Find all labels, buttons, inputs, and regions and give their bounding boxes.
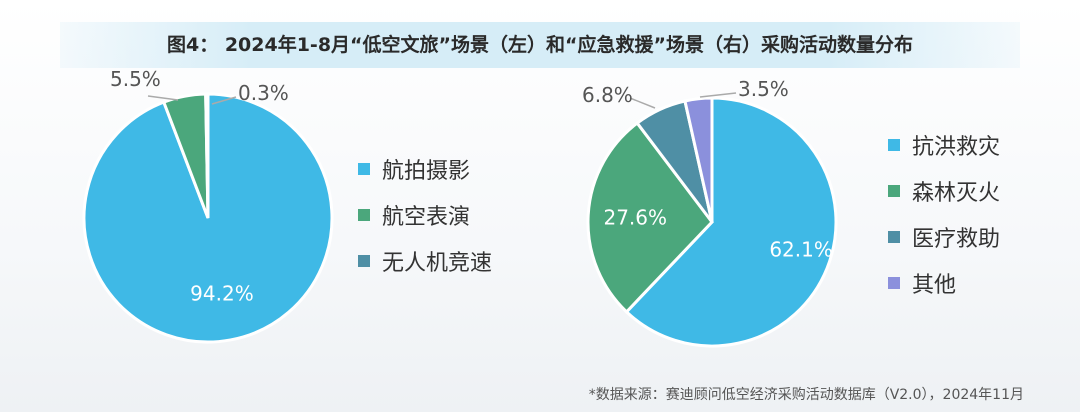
data-source-note: *数据来源：赛迪顾问低空经济采购活动数据库（V2.0），2024年11月 (588, 387, 1024, 403)
legend-label: 无人机竞速 (382, 251, 493, 276)
slice-label: 62.1% (769, 238, 833, 262)
legend-item: 航空表演 (358, 192, 492, 238)
legend-item: 抗洪救灾 (888, 122, 1000, 168)
slice-label: 5.5% (110, 67, 161, 91)
legend-label: 航空表演 (382, 205, 471, 230)
pie-slice-其他 (683, 96, 714, 223)
legend-swatch (358, 163, 370, 175)
leader-line (147, 95, 179, 101)
slice-label: 3.5% (738, 77, 789, 101)
legend-label: 医疗救助 (912, 227, 1001, 252)
legend-right: 抗洪救灾森林灭火医疗救助其他 (888, 122, 1000, 306)
legend-item: 医疗救助 (888, 214, 1000, 260)
slice-label: 0.3% (238, 81, 289, 105)
legend-swatch (358, 255, 370, 267)
pie-slice-森林灭火 (586, 120, 714, 314)
legend-swatch (888, 231, 900, 243)
title-band (60, 22, 1020, 68)
legend-label: 抗洪救灾 (912, 135, 1001, 160)
legend-label: 航拍摄影 (382, 159, 471, 184)
leader-line (629, 97, 656, 109)
slice-label: 6.8% (582, 83, 633, 107)
legend-item: 森林灭火 (888, 168, 1000, 214)
leader-line (699, 92, 737, 98)
legend-left: 航拍摄影航空表演无人机竞速 (358, 146, 492, 284)
legend-swatch (888, 277, 900, 289)
slice-label: 27.6% (603, 206, 667, 230)
legend-item: 其他 (888, 260, 1000, 306)
leader-line (211, 96, 237, 105)
legend-swatch (358, 209, 370, 221)
legend-swatch (888, 139, 900, 151)
slice-label: 94.2% (190, 282, 254, 306)
legend-label: 其他 (912, 273, 957, 298)
legend-item: 航拍摄影 (358, 146, 492, 192)
legend-label: 森林灭火 (912, 181, 1001, 206)
chart-title: 图4： 2024年1-8月“低空文旅”场景（左）和“应急救援”场景（右）采购活动… (167, 34, 913, 56)
legend-item: 无人机竞速 (358, 238, 492, 284)
legend-swatch (888, 185, 900, 197)
pie-slice-无人机竞速 (204, 92, 210, 219)
pie-slice-抗洪救灾 (624, 96, 838, 348)
